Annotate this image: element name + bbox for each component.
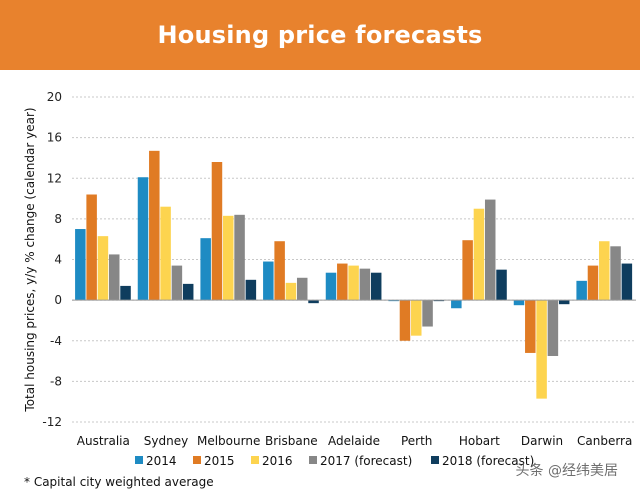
- bars-group: [75, 150, 633, 399]
- x-axis-ticks: Australia Sydney Melbourne Brisbane Adelaide…: [77, 434, 633, 448]
- x-tick-label: Darwin: [521, 434, 563, 448]
- legend-label: 2018 (forecast): [442, 454, 534, 468]
- y-tick-label: 16: [47, 131, 62, 145]
- bar: [473, 208, 485, 301]
- y-tick-label: 8: [54, 212, 62, 226]
- bar: [308, 300, 319, 304]
- x-tick-label: Australia: [77, 434, 130, 448]
- bar: [399, 300, 411, 341]
- chart-title: Housing price forecasts: [157, 21, 483, 49]
- watermark: 头条 @经纬美居: [515, 463, 618, 479]
- y-tick-label: 20: [47, 90, 62, 104]
- bar: [245, 279, 257, 301]
- bar: [120, 285, 131, 301]
- bar: [513, 300, 525, 306]
- bar: [621, 263, 633, 301]
- bar: [285, 282, 297, 301]
- bar: [75, 229, 86, 301]
- bar: [274, 241, 285, 301]
- legend-label: 2015: [204, 454, 235, 468]
- legend: 2014 2015 2016 2017 (forecast) 2018 (forecas…: [135, 454, 534, 468]
- x-tick-label: Sydney: [144, 434, 188, 448]
- y-tick-label: -4: [50, 334, 62, 348]
- y-tick-label: 12: [47, 171, 62, 185]
- x-tick-label: Perth: [401, 434, 432, 448]
- footnote: * Capital city weighted average: [24, 475, 214, 489]
- bar: [171, 265, 183, 301]
- bar: [200, 238, 211, 301]
- legend-label: 2017 (forecast): [320, 454, 412, 468]
- bar: [451, 300, 462, 309]
- x-tick-label: Melbourne: [197, 434, 260, 448]
- bar: [137, 177, 149, 301]
- title-banner: Housing price forecasts: [0, 0, 640, 70]
- bar: [223, 215, 234, 301]
- y-tick-label: -12: [42, 415, 62, 429]
- bar: [211, 162, 223, 301]
- bar: [108, 254, 120, 301]
- bar: [160, 206, 171, 301]
- x-tick-label: Adelaide: [328, 434, 380, 448]
- legend-swatch: [431, 456, 439, 464]
- bar: [587, 265, 599, 301]
- bar: [388, 300, 399, 302]
- x-tick-label: Canberra: [577, 434, 632, 448]
- bar: [359, 268, 371, 301]
- legend-swatch: [193, 456, 201, 464]
- bar: [348, 265, 359, 301]
- bar: [558, 300, 570, 305]
- bar: [182, 283, 194, 301]
- bar: [86, 194, 97, 301]
- y-axis-label: Total housing prices, y/y % change (cale…: [23, 107, 37, 412]
- y-tick-label: -8: [50, 374, 62, 388]
- bar: [296, 277, 308, 301]
- legend-swatch: [135, 456, 143, 464]
- bar: [149, 150, 160, 301]
- y-tick-label: 0: [54, 293, 62, 307]
- y-tick-label: 4: [54, 253, 62, 267]
- y-axis-ticks: -12 -8 -4 0 4 8 12 16 20: [42, 90, 62, 429]
- legend-swatch: [309, 456, 317, 464]
- bar: [496, 269, 507, 301]
- bar: [234, 214, 245, 301]
- bar: [97, 236, 109, 301]
- bar: [525, 300, 536, 353]
- bar: [337, 263, 348, 301]
- legend-label: 2014: [146, 454, 177, 468]
- bar: [433, 300, 445, 302]
- legend-label: 2016: [262, 454, 293, 468]
- x-tick-label: Hobart: [459, 434, 500, 448]
- bar: [263, 261, 274, 301]
- bar: [462, 240, 473, 301]
- bar: [325, 272, 337, 301]
- bar: [536, 300, 547, 399]
- bar: [599, 241, 610, 301]
- x-tick-label: Brisbane: [265, 434, 318, 448]
- bar: [547, 300, 559, 356]
- bar: [576, 280, 587, 301]
- bar: [370, 272, 382, 301]
- bar: [610, 246, 621, 301]
- bar: [484, 199, 496, 301]
- legend-swatch: [251, 456, 259, 464]
- bar: [422, 300, 433, 327]
- bar: [411, 300, 422, 336]
